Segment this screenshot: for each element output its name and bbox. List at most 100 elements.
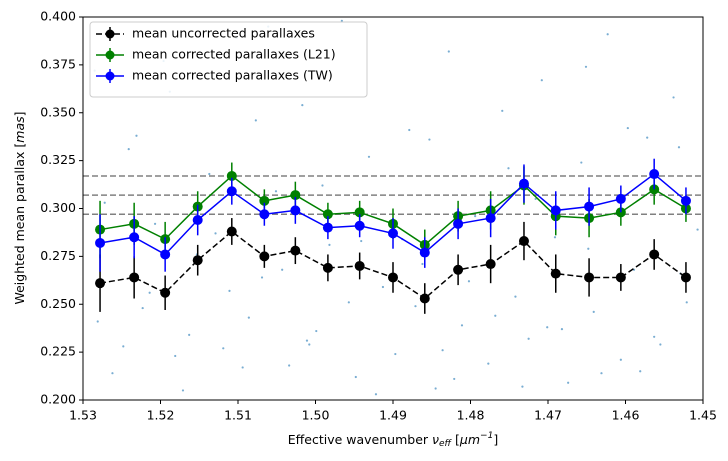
background-point	[560, 328, 564, 331]
background-point	[626, 126, 629, 130]
marker	[160, 249, 171, 260]
marker	[388, 272, 398, 283]
x-label-part: [	[451, 432, 460, 447]
y-tick-label: 0.400	[40, 9, 76, 24]
background-point	[696, 228, 699, 231]
background-point	[354, 375, 357, 379]
marker	[453, 264, 464, 275]
background-point	[600, 372, 603, 375]
background-point	[521, 385, 524, 388]
x-label-part: ]	[493, 432, 498, 447]
background-point	[408, 128, 411, 132]
marker	[354, 207, 365, 218]
background-point	[421, 262, 424, 266]
background-point	[659, 343, 662, 346]
background-point	[367, 155, 371, 158]
x-tick-label: 1.49	[379, 408, 407, 423]
x-tick-label: 1.46	[612, 408, 640, 423]
background-point	[247, 316, 250, 319]
background-point	[447, 50, 450, 53]
background-point	[453, 377, 456, 381]
background-point	[122, 345, 125, 348]
background-point	[580, 161, 583, 164]
legend-marker	[105, 71, 115, 81]
background-point	[222, 347, 225, 350]
background-point	[305, 339, 309, 342]
marker	[160, 287, 171, 298]
background-point	[394, 352, 397, 356]
marker	[649, 169, 660, 180]
background-point	[677, 146, 681, 149]
marker	[322, 209, 333, 220]
background-point	[501, 109, 504, 112]
marker	[388, 228, 398, 239]
marker	[192, 214, 203, 225]
marker	[259, 251, 270, 262]
y-tick-label: 0.200	[40, 392, 76, 407]
background-point	[553, 236, 557, 239]
y-label-part: Weighted mean parallax [	[12, 143, 27, 305]
marker	[226, 170, 237, 181]
background-point	[274, 190, 278, 193]
background-point	[135, 134, 138, 137]
background-point	[534, 197, 537, 201]
background-point	[141, 306, 144, 310]
background-point	[308, 343, 311, 346]
marker	[290, 245, 301, 256]
marker	[354, 220, 365, 231]
background-point	[254, 119, 257, 122]
y-tick-label: 0.325	[40, 152, 76, 167]
x-tick-label: 1.53	[69, 408, 97, 423]
y-tick-label: 0.275	[40, 248, 76, 263]
marker	[419, 293, 430, 304]
marker	[518, 178, 529, 189]
marker	[129, 272, 140, 283]
background-point	[460, 324, 464, 327]
background-point	[653, 335, 656, 338]
background-point	[228, 289, 231, 292]
x-tick-label: 1.45	[689, 408, 717, 423]
marker	[584, 272, 595, 283]
marker	[453, 218, 464, 229]
y-tick-label: 0.300	[40, 200, 76, 215]
y-axis-label: Weighted mean parallax [mas]	[12, 111, 27, 304]
background-point	[672, 96, 675, 99]
marker	[615, 272, 626, 283]
y-tick-label: 0.375	[40, 56, 76, 71]
x-label-part: Effective wavenumber	[288, 432, 432, 447]
marker	[226, 186, 237, 197]
background-point	[174, 354, 177, 358]
marker	[322, 262, 333, 273]
background-point	[587, 247, 590, 250]
background-point	[340, 19, 343, 22]
background-point	[96, 320, 99, 323]
y-label-part: mas	[12, 116, 27, 143]
background-point	[181, 389, 185, 392]
x-tick-label: 1.48	[457, 408, 485, 423]
background-point	[494, 314, 497, 317]
background-point	[281, 268, 284, 271]
background-point	[507, 167, 510, 170]
legend-label: mean corrected parallaxes (TW)	[132, 68, 333, 83]
marker	[680, 195, 691, 206]
y-tick-label: 0.250	[40, 296, 76, 311]
marker	[615, 193, 626, 204]
marker	[290, 190, 301, 201]
background-point	[639, 370, 642, 373]
legend-label: mean corrected parallaxes (L21)	[132, 47, 336, 62]
x-tick-label: 1.50	[302, 408, 330, 423]
background-point	[321, 184, 324, 187]
background-point	[646, 136, 649, 139]
marker	[584, 201, 595, 212]
background-point	[153, 222, 157, 225]
marker	[259, 209, 270, 220]
marker	[518, 236, 529, 247]
background-point	[428, 138, 431, 141]
background-point	[381, 285, 385, 289]
marker	[322, 222, 333, 233]
background-point	[592, 310, 595, 314]
background-point	[208, 172, 211, 176]
background-point	[103, 201, 106, 204]
marker	[550, 205, 561, 216]
